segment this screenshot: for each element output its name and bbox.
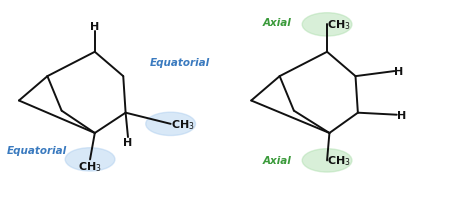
Ellipse shape bbox=[302, 14, 352, 37]
Text: H: H bbox=[397, 110, 406, 120]
Text: Axial: Axial bbox=[263, 156, 292, 166]
Text: CH$_3$: CH$_3$ bbox=[171, 117, 194, 131]
Text: H: H bbox=[394, 67, 404, 77]
Text: Equatorial: Equatorial bbox=[149, 58, 210, 68]
Ellipse shape bbox=[65, 148, 115, 171]
Text: H: H bbox=[123, 137, 133, 147]
Text: Equatorial: Equatorial bbox=[7, 145, 67, 156]
Text: Axial: Axial bbox=[263, 18, 292, 28]
Text: CH$_3$: CH$_3$ bbox=[327, 18, 351, 32]
Ellipse shape bbox=[146, 113, 195, 136]
Text: H: H bbox=[90, 22, 100, 32]
Text: CH$_3$: CH$_3$ bbox=[327, 154, 351, 167]
Text: CH$_3$: CH$_3$ bbox=[78, 160, 102, 173]
Ellipse shape bbox=[302, 149, 352, 172]
